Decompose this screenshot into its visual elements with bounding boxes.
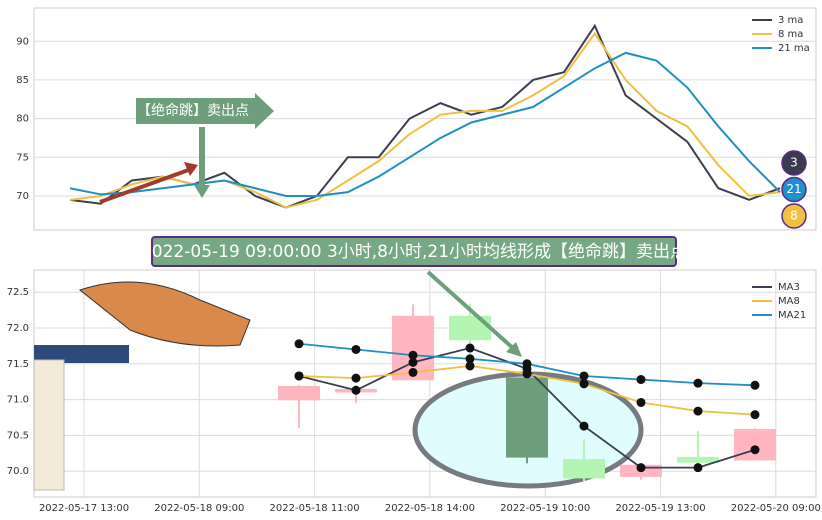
candle-body — [449, 315, 491, 341]
y-tick-label: 70.5 — [7, 430, 29, 441]
legend-label: MA8 — [778, 296, 800, 307]
y-tick-label: 90 — [16, 36, 29, 47]
ma-point — [579, 379, 589, 389]
legend-label: 3 ma — [778, 15, 803, 26]
badge-label: 21 — [786, 182, 801, 196]
red-arrow-head — [184, 162, 198, 176]
candle-body — [506, 377, 548, 458]
ma-point — [750, 380, 760, 390]
badge-label: 3 — [790, 156, 798, 170]
ma-point — [693, 378, 703, 388]
y-tick-label: 70 — [16, 191, 29, 202]
ma-point — [465, 354, 475, 364]
ma-point — [294, 339, 304, 349]
legend-label: MA3 — [778, 282, 800, 293]
dog — [78, 281, 251, 347]
ma-point — [579, 371, 589, 381]
ma-point — [579, 421, 589, 431]
y-tick-label: 71.5 — [7, 359, 29, 370]
annotation-arrow — [136, 93, 274, 129]
ma-point — [522, 359, 532, 369]
candle-body — [677, 456, 719, 463]
ma-point — [465, 343, 475, 353]
green-arrow-head — [194, 185, 210, 198]
y-tick-label: 72.5 — [7, 287, 29, 298]
ma-line — [69, 51, 781, 197]
pointer-arrow — [426, 270, 517, 352]
ma-point — [693, 406, 703, 416]
green-arrow — [199, 127, 205, 187]
legend-label: 8 ma — [778, 29, 803, 40]
x-tick-label: 2022-05-19 13:00 — [615, 503, 705, 514]
legend-label: MA21 — [778, 310, 806, 321]
ma-point — [636, 397, 646, 407]
y-tick-label: 85 — [16, 75, 29, 86]
x-tick-label: 2022-05-18 11:00 — [270, 503, 360, 514]
y-tick-label: 80 — [16, 114, 29, 125]
diving-tower — [33, 359, 65, 491]
badge — [781, 203, 807, 229]
banner-text: 2022-05-19 09:00:00 3小时,8小时,21小时均线形成【绝命跳… — [141, 242, 687, 262]
red-arrow — [99, 166, 195, 204]
y-tick-label: 72.0 — [7, 323, 29, 334]
candle-body — [563, 459, 605, 479]
badge-label: 8 — [790, 209, 798, 223]
legend-label: 21 ma — [778, 43, 810, 54]
y-tick-label: 71.0 — [7, 395, 29, 406]
ma-point — [750, 445, 760, 455]
annotation-text: 【绝命跳】卖出点 — [137, 102, 249, 119]
ma-point — [522, 369, 532, 379]
banner-box — [151, 236, 677, 267]
decor — [33, 93, 677, 491]
x-tick-label: 2022-05-20 09:00 — [731, 503, 821, 514]
ma-point — [636, 463, 646, 473]
ma-point — [408, 350, 418, 360]
candle-body — [278, 386, 320, 401]
y-tick-label: 70.0 — [7, 466, 29, 477]
pointer-arrow-head — [506, 342, 522, 357]
y-tick-label: 75 — [16, 152, 29, 163]
x-tick-label: 2022-05-18 09:00 — [154, 503, 244, 514]
ma-point — [408, 367, 418, 377]
ma-point — [750, 410, 760, 420]
ma-point — [351, 344, 361, 354]
candle-body — [734, 428, 776, 461]
ma-point — [465, 361, 475, 371]
marks-layer: 70 75 80 85 90 3 ma 8 ma 21 ma 3 21 8 70.0 70.5 71.0 7… — [7, 15, 821, 514]
ma-point — [636, 375, 646, 385]
x-tick-label: 2022-05-17 13:00 — [39, 503, 129, 514]
ma-line — [69, 31, 781, 209]
badge — [781, 176, 807, 203]
ma-point — [294, 371, 304, 381]
ma-point — [693, 463, 703, 473]
ma-point — [351, 385, 361, 395]
x-tick-label: 2022-05-19 10:00 — [500, 503, 590, 514]
badge — [781, 150, 807, 176]
x-tick-label: 2022-05-18 14:00 — [385, 503, 475, 514]
ma-point — [408, 357, 418, 367]
ma-point — [351, 373, 361, 383]
diving-board — [34, 345, 129, 363]
